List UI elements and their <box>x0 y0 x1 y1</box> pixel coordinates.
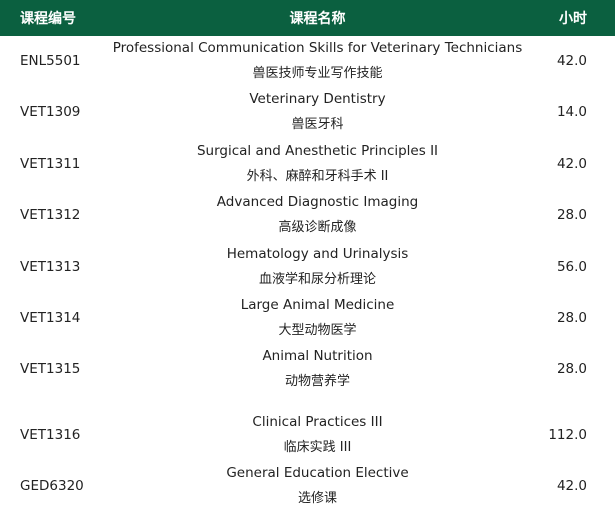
course-name-en: Advanced Diagnostic Imaging <box>216 194 419 210</box>
table-row: VET1314 Large Animal Medicine 大型动物医学 28.… <box>0 292 615 343</box>
table-row: VET1312 Advanced Diagnostic Imaging 高级诊断… <box>0 189 615 241</box>
course-name: Large Animal Medicine 大型动物医学 <box>110 293 525 343</box>
course-name: Hematology and Urinalysis 血液学和尿分析理论 <box>110 242 525 292</box>
course-name-zh: 临床实践 III <box>283 440 352 455</box>
course-code: VET1311 <box>20 155 81 172</box>
course-code: VET1313 <box>20 258 81 275</box>
course-name-zh: 大型动物医学 <box>278 322 357 338</box>
course-name: Clinical Practices III 临床实践 III <box>110 410 525 460</box>
course-hours: 42.0 <box>556 53 587 69</box>
table-row: VET1316 Clinical Practices III 临床实践 III … <box>0 395 615 465</box>
header-hours: 小时 <box>559 11 587 27</box>
course-hours: 28.0 <box>556 309 587 326</box>
course-name-zh: 高级诊断成像 <box>278 220 357 235</box>
table-row: VET1313 Hematology and Urinalysis 血液学和尿分… <box>0 241 615 292</box>
course-name-en: Professional Communication Skills for Ve… <box>112 40 523 56</box>
course-name-en: Hematology and Urinalysis <box>226 245 409 262</box>
course-name: Animal Nutrition 动物营养学 <box>110 344 525 394</box>
course-code: GED6320 <box>20 477 84 494</box>
course-name-zh: 选修课 <box>297 490 337 506</box>
course-name: General Education Elective 选修课 <box>110 461 525 511</box>
course-code: VET1309 <box>20 104 81 120</box>
course-name-zh: 兽医牙科 <box>291 117 344 132</box>
course-name-zh: 血液学和尿分析理论 <box>258 271 376 287</box>
course-hours: 14.0 <box>556 104 587 120</box>
course-code: VET1314 <box>20 309 81 326</box>
course-hours: 28.0 <box>556 361 587 377</box>
table-row: ENL5501 Professional Communication Skill… <box>0 36 615 86</box>
course-name-en: Clinical Practices III <box>252 414 383 430</box>
course-name: Surgical and Anesthetic Principles II 外科… <box>110 139 525 189</box>
course-name-en: Large Animal Medicine <box>240 296 395 313</box>
course-code: ENL5501 <box>20 53 81 69</box>
course-name-zh: 兽医技师专业写作技能 <box>252 66 383 81</box>
course-name: Advanced Diagnostic Imaging 高级诊断成像 <box>110 190 525 240</box>
course-hours: 112.0 <box>548 427 587 443</box>
course-name: Veterinary Dentistry 兽医牙科 <box>110 87 525 137</box>
table-row: GED6320 General Education Elective 选修课 4… <box>0 465 615 506</box>
course-name-en: General Education Elective <box>226 464 409 481</box>
course-name-en: Surgical and Anesthetic Principles II <box>196 142 439 159</box>
table-row: VET1309 Veterinary Dentistry 兽医牙科 14.0 <box>0 86 615 138</box>
course-hours: 42.0 <box>556 477 587 494</box>
header-course-name: 课程名称 <box>289 11 346 27</box>
course-name-en: Veterinary Dentistry <box>249 91 386 107</box>
course-name-zh: 动物营养学 <box>284 374 350 389</box>
table-row: VET1311 Surgical and Anesthetic Principl… <box>0 138 615 189</box>
course-hours: 56.0 <box>556 258 587 275</box>
course-name-zh: 外科、麻醉和牙科手术 II <box>246 168 389 184</box>
course-hours: 28.0 <box>556 207 587 223</box>
table-row: VET1315 Animal Nutrition 动物营养学 28.0 <box>0 343 615 395</box>
table-body: ENL5501 Professional Communication Skill… <box>0 36 615 506</box>
course-code: VET1315 <box>20 361 81 377</box>
course-hours: 42.0 <box>556 155 587 172</box>
header-course-code: 课程编号 <box>20 11 76 27</box>
course-name-en: Animal Nutrition <box>262 348 373 364</box>
course-name: Professional Communication Skills for Ve… <box>110 36 525 86</box>
course-code: VET1312 <box>20 207 81 223</box>
table-header: 课程编号 课程名称 小时 <box>0 0 615 36</box>
course-code: VET1316 <box>20 427 81 443</box>
